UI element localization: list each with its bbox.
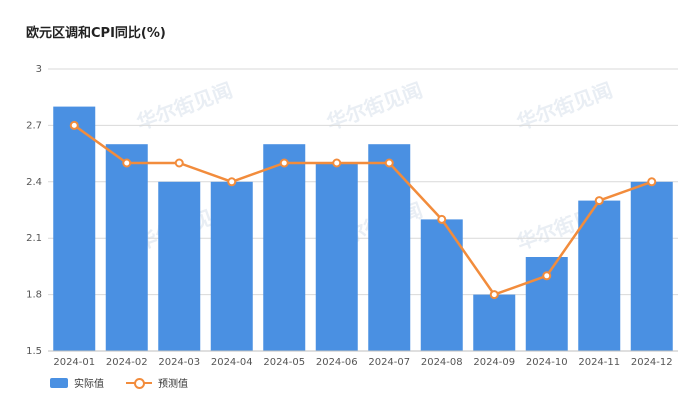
bar-actual[interactable] <box>525 257 568 351</box>
bar-actual[interactable] <box>105 144 148 351</box>
y-tick-label: 2.7 <box>26 120 42 131</box>
x-tick-label: 2024-03 <box>158 357 200 368</box>
x-tick-label: 2024-10 <box>526 357 568 368</box>
bar-actual[interactable] <box>263 144 306 351</box>
x-tick-label: 2024-12 <box>631 357 673 368</box>
x-tick-label: 2024-06 <box>316 357 358 368</box>
y-tick-label: 3 <box>36 64 42 75</box>
forecast-point[interactable] <box>122 158 132 168</box>
chart-title: 欧元区调和CPI同比(%) <box>26 26 166 41</box>
y-axis: 1.5 1.8 2.1 2.4 2.7 3 <box>26 64 42 357</box>
legend-bar-swatch <box>50 377 68 388</box>
bar-series <box>53 106 673 351</box>
x-tick-label: 2024-11 <box>578 357 620 368</box>
x-tick-label: 2024-09 <box>473 357 515 368</box>
bar-actual[interactable] <box>578 200 621 351</box>
forecast-point[interactable] <box>174 158 184 168</box>
legend-label-forecast: 预测值 <box>158 379 188 390</box>
y-tick-label: 1.5 <box>26 346 42 357</box>
bar-actual[interactable] <box>630 181 673 351</box>
legend-label-actual: 实际值 <box>74 379 104 390</box>
x-tick-label: 2024-07 <box>368 357 410 368</box>
bar-actual[interactable] <box>473 294 516 351</box>
legend-item-actual[interactable]: 实际值 <box>50 375 104 390</box>
forecast-line <box>73 124 653 296</box>
forecast-point[interactable] <box>437 214 447 224</box>
forecast-point[interactable] <box>227 177 237 187</box>
forecast-point[interactable] <box>332 158 342 168</box>
watermark-text: 华尔街见闻 <box>514 78 616 135</box>
bar-actual[interactable] <box>315 163 358 351</box>
x-tick-label: 2024-02 <box>106 357 148 368</box>
x-tick-label: 2024-08 <box>421 357 463 368</box>
x-tick-label: 2024-05 <box>263 357 305 368</box>
bar-actual[interactable] <box>210 181 253 351</box>
forecast-point[interactable] <box>542 271 552 281</box>
x-axis: 2024-01 2024-02 2024-03 2024-04 2024-05 2024-… <box>48 350 678 368</box>
y-tick-label: 1.8 <box>26 290 42 301</box>
y-tick-label: 2.4 <box>26 177 42 188</box>
line-series <box>69 120 657 300</box>
forecast-point[interactable] <box>69 120 79 130</box>
forecast-point[interactable] <box>489 290 499 300</box>
legend-item-forecast[interactable]: 预测值 <box>126 375 188 390</box>
forecast-point[interactable] <box>647 177 657 187</box>
bar-actual[interactable] <box>53 106 96 351</box>
forecast-point[interactable] <box>279 158 289 168</box>
forecast-point[interactable] <box>384 158 394 168</box>
legend-line-swatch <box>126 377 152 389</box>
watermark-text: 华尔街见闻 <box>134 78 236 135</box>
x-tick-label: 2024-04 <box>211 357 253 368</box>
bar-actual[interactable] <box>158 181 201 351</box>
legend: 实际值 预测值 <box>50 375 188 390</box>
y-tick-label: 2.1 <box>26 233 42 244</box>
forecast-point[interactable] <box>594 196 604 206</box>
x-tick-label: 2024-01 <box>53 357 95 368</box>
watermark-text: 华尔街见闻 <box>324 78 426 135</box>
bar-actual[interactable] <box>368 144 411 351</box>
